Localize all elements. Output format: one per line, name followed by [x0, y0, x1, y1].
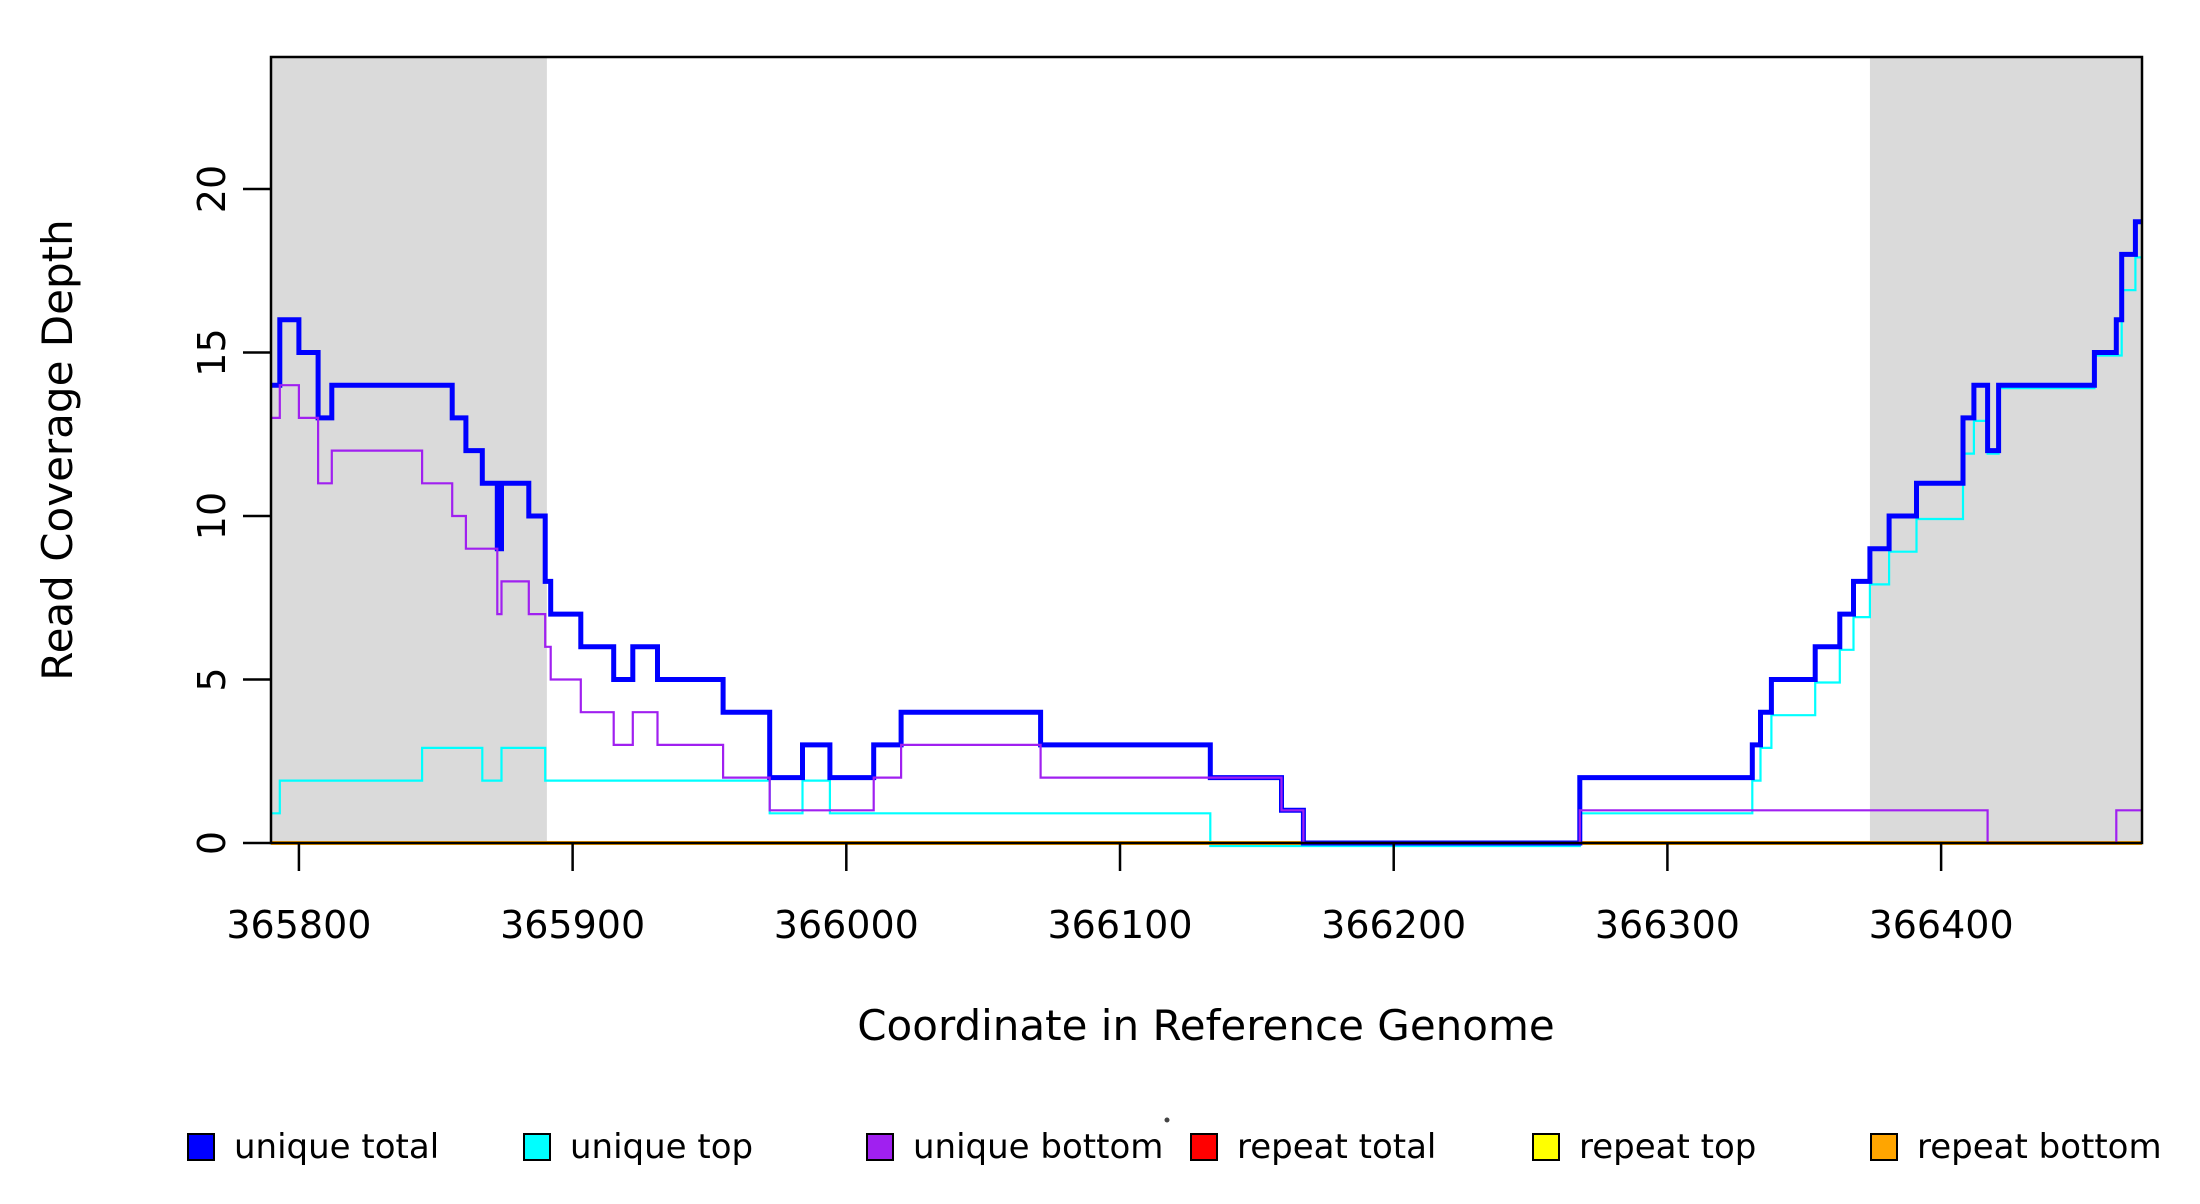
y-axis-title: Read Coverage Depth	[33, 219, 82, 680]
legend-swatch-repeat-total	[1190, 1133, 1218, 1161]
x-tick-label: 366400	[1869, 903, 2014, 947]
legend-label: unique total	[234, 1127, 439, 1167]
series-unique-total	[271, 219, 2142, 846]
y-tick-label: 10	[190, 492, 234, 540]
x-tick-label: 366100	[1047, 903, 1192, 947]
legend-swatch-repeat-bottom	[1870, 1133, 1898, 1161]
legend-label: unique top	[570, 1127, 753, 1167]
y-tick-label: 20	[190, 165, 234, 213]
y-axis: 0 5 10 15 20	[190, 165, 271, 855]
legend-label: repeat top	[1579, 1127, 1756, 1167]
x-tick-label: 366000	[774, 903, 919, 947]
series-unique-top	[271, 256, 2142, 848]
legend: unique total unique top unique bottom repea…	[187, 1127, 2162, 1167]
plot-border	[269, 55, 2144, 845]
series-lines	[271, 219, 2142, 848]
x-tick-label: 366300	[1595, 903, 1740, 947]
legend-label: repeat bottom	[1917, 1127, 2162, 1167]
stray-dot	[1164, 1117, 1170, 1123]
legend-swatch-unique-total	[187, 1133, 215, 1161]
legend-label: unique bottom	[913, 1127, 1163, 1167]
y-tick-label: 5	[190, 667, 234, 691]
x-tick-label: 366200	[1321, 903, 1466, 947]
legend-swatch-unique-bottom	[866, 1133, 894, 1161]
x-axis-title: Coordinate in Reference Genome	[857, 1001, 1555, 1050]
x-tick-label: 365900	[500, 903, 645, 947]
series-unique-bottom	[271, 384, 2142, 845]
legend-label: repeat total	[1237, 1127, 1436, 1167]
y-tick-label: 15	[190, 328, 234, 376]
x-tick-label: 365800	[226, 903, 371, 947]
y-tick-label: 0	[190, 831, 234, 855]
legend-swatch-repeat-top	[1532, 1133, 1560, 1161]
legend-swatch-unique-top	[523, 1133, 551, 1161]
shaded-regions	[271, 57, 2142, 843]
x-axis: 365800 365900 366000 366100 366200 366300 3664…	[226, 843, 2014, 947]
highlight-region	[1869, 57, 2142, 843]
